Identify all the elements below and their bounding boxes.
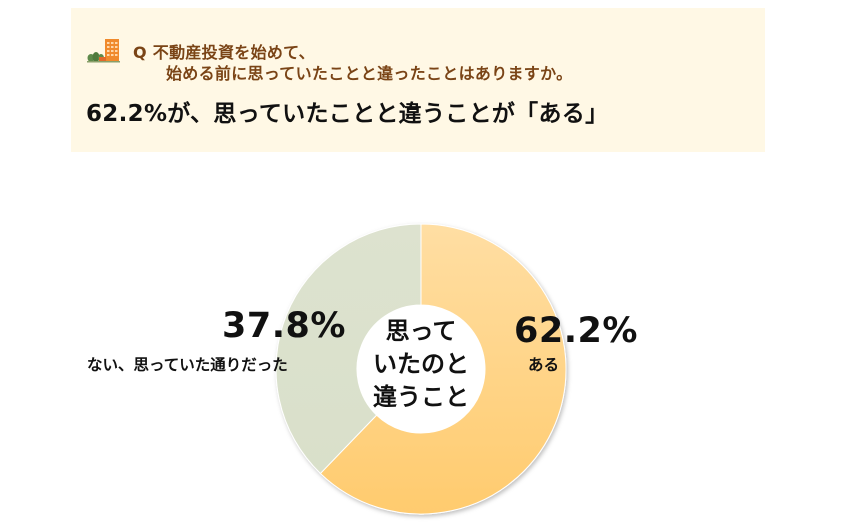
headline: 62.2%が、思っていたことと違うことが「ある」 — [86, 101, 609, 127]
question-line-2: 始める前に思っていたことと違ったことはありますか。 — [166, 64, 573, 83]
center-label: 思って いたのと 違うこと — [357, 315, 485, 414]
center-label-line-2: いたのと — [373, 350, 469, 378]
donut-hole — [357, 305, 485, 433]
center-label-line-1: 思って — [385, 317, 457, 345]
value-label-nai: 37.8% — [222, 306, 346, 346]
building-trees-icon — [87, 39, 120, 63]
question-header: Q 不動産投資を始めて、 始める前に思っていたことと違ったことはありますか。 6… — [71, 8, 765, 152]
value-label-aru: 62.2% — [514, 311, 638, 351]
question-line-1: Q 不動産投資を始めて、 — [133, 43, 315, 62]
category-label-aru: ある — [528, 356, 560, 374]
category-label-nai: ない、思っていた通りだった — [87, 356, 288, 374]
center-label-line-3: 違うこと — [373, 383, 469, 411]
